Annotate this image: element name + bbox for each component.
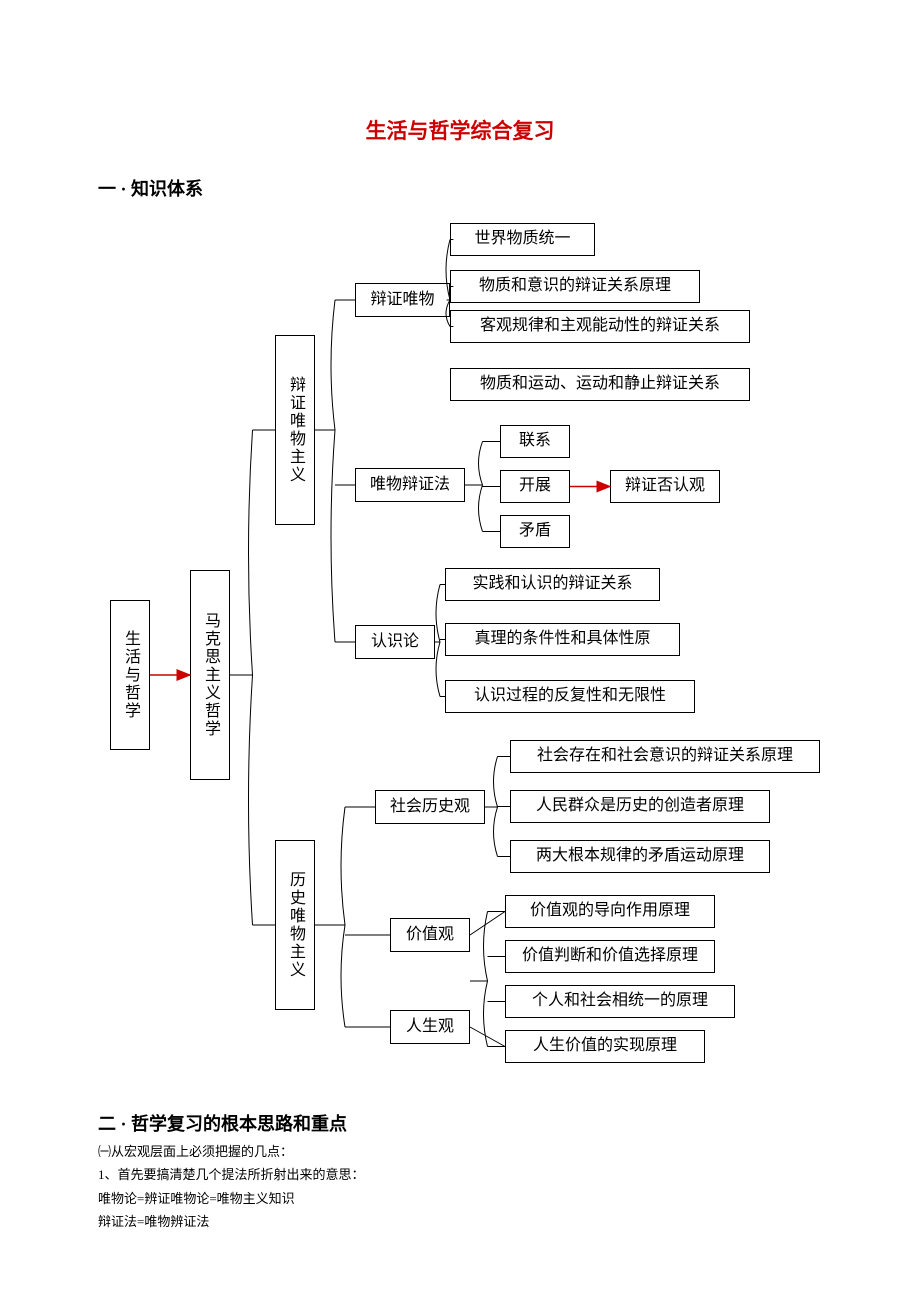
leaf-b1: 联系	[500, 425, 570, 458]
leaf-b3: 矛盾	[500, 515, 570, 548]
leaf-d3: 两大根本规律的矛盾运动原理	[510, 840, 770, 873]
page-title: 生活与哲学综合复习	[0, 115, 920, 145]
body-text: ㈠从宏观层面上必须把握的几点： 1、首先要搞清楚几个提法所折射出来的意思： 唯物…	[98, 1140, 365, 1234]
leaf-f1: 人生价值的实现原理	[505, 1030, 705, 1063]
leaf-b2: 开展	[500, 470, 570, 503]
leaf-d1: 社会存在和社会意识的辩证关系原理	[510, 740, 820, 773]
leaf-e3: 个人和社会相统一的原理	[505, 985, 735, 1018]
body-line-2: 1、首先要搞清楚几个提法所折射出来的意思：	[98, 1163, 365, 1186]
body-line-4: 辩证法=唯物辨证法	[98, 1210, 365, 1233]
leaf-b-extra: 辩证否认观	[610, 470, 720, 503]
node-l3f: 人生观	[390, 1010, 470, 1044]
node-dialectical-materialism: 辩证唯物主义	[275, 335, 315, 525]
node-l3e: 价值观	[390, 918, 470, 952]
leaf-c1: 实践和认识的辩证关系	[445, 568, 660, 601]
body-line-1: ㈠从宏观层面上必须把握的几点：	[98, 1140, 365, 1163]
node-l3c: 认识论	[355, 625, 435, 659]
heading-knowledge-system: 一 · 知识体系	[98, 175, 203, 201]
node-historical-materialism: 历史唯物主义	[275, 840, 315, 1010]
leaf-a3: 客观规律和主观能动性的辩证关系	[450, 310, 750, 343]
leaf-c2: 真理的条件性和具体性原	[445, 623, 680, 656]
leaf-d2: 人民群众是历史的创造者原理	[510, 790, 770, 823]
node-marxism: 马克思主义哲学	[190, 570, 230, 780]
leaf-e2: 价值判断和价值选择原理	[505, 940, 715, 973]
node-root: 生活与哲学	[110, 600, 150, 750]
leaf-c3: 认识过程的反复性和无限性	[445, 680, 695, 713]
leaf-a4: 物质和运动、运动和静止辩证关系	[450, 368, 750, 401]
leaf-e1: 价值观的导向作用原理	[505, 895, 715, 928]
node-l3d: 社会历史观	[375, 790, 485, 824]
node-l3a: 辩证唯物	[355, 283, 450, 317]
leaf-a1: 世界物质统一	[450, 223, 595, 256]
node-l3b: 唯物辩证法	[355, 468, 465, 502]
heading-review-approach: 二 · 哲学复习的根本思路和重点	[98, 1110, 347, 1136]
body-line-3: 唯物论=辨证唯物论=唯物主义知识	[98, 1187, 365, 1210]
leaf-a2: 物质和意识的辩证关系原理	[450, 270, 700, 303]
